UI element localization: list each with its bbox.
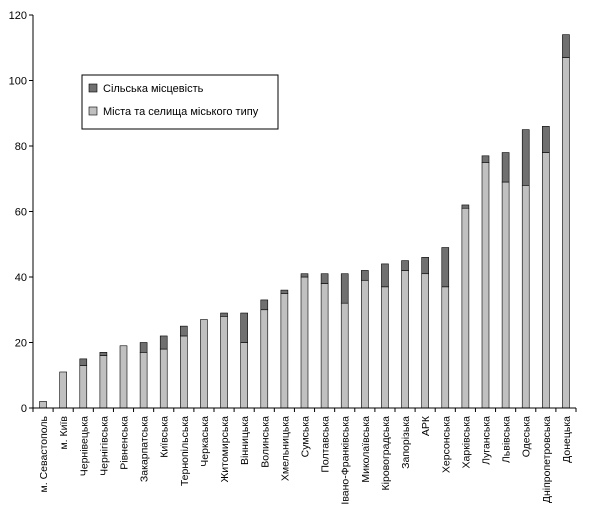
category-label: Дніпропетровська [541, 416, 553, 503]
bar-segment-rural [159, 335, 168, 350]
category-label: Київська [159, 416, 171, 458]
bar-segment-urban [240, 342, 248, 409]
bar-segment-urban [159, 348, 168, 409]
category-label: Житомирська [219, 416, 231, 483]
bar-segment-rural [240, 312, 248, 343]
bar-segment-urban [421, 273, 429, 409]
bar-segment-rural [542, 126, 550, 153]
category-label: Запорізька [400, 416, 412, 469]
category-label: Вінницька [239, 416, 251, 465]
y-tick-label: 40 [15, 272, 27, 284]
category-label: Миколаївська [360, 416, 372, 483]
legend-label: Сільська місцевість [103, 83, 204, 95]
bar-segment-rural [461, 204, 470, 209]
legend-swatch [88, 106, 98, 116]
legend: Сільська місцевість Міста та селища міськ… [81, 74, 279, 130]
bar-segment-urban [99, 355, 108, 409]
bar-segment-urban [200, 319, 208, 409]
bar-segment-urban [300, 276, 309, 409]
bar-segment-urban [441, 286, 450, 409]
bar-segment-urban [280, 293, 289, 409]
bar-segment-urban [521, 185, 530, 409]
bar-segment-urban [361, 279, 369, 409]
bar-segment-rural [180, 325, 188, 337]
bar-segment-urban [320, 283, 329, 409]
y-axis: 0 20 40 60 80 100 120 [9, 10, 34, 415]
bar-segment-urban [481, 162, 490, 409]
bar-segment-rural [361, 270, 369, 281]
bar-segment-rural [300, 273, 309, 278]
bar-segment-rural [562, 34, 570, 58]
y-tick-label: 0 [21, 403, 27, 415]
y-tick-label: 60 [15, 207, 27, 219]
bar-segment-rural [99, 352, 108, 356]
category-label: Одеська [521, 416, 533, 457]
category-label: Львівська [501, 416, 513, 463]
bars [39, 34, 570, 409]
category-label: Полтавська [320, 416, 332, 473]
bar-segment-rural [481, 155, 490, 163]
category-label: Черкаська [199, 416, 211, 467]
bar-segment-urban [260, 309, 269, 409]
category-label: Херсонська [440, 416, 452, 473]
category-label: Тернопільська [179, 416, 191, 486]
bar-segment-urban [119, 345, 128, 409]
category-label: Рівненська [119, 416, 131, 470]
bar-segment-rural [79, 358, 88, 366]
bar-segment-rural [340, 273, 349, 304]
bar-segment-urban [542, 152, 550, 409]
bar-segment-urban [139, 352, 148, 409]
category-label: м. Київ [58, 416, 70, 450]
category-label: Луганська [481, 416, 493, 465]
y-tick-label: 100 [9, 76, 27, 88]
bar-segment-rural [220, 312, 228, 317]
bar-segment-urban [381, 286, 389, 409]
bar-segment-rural [441, 247, 450, 288]
bar-segment-rural [260, 299, 269, 311]
category-label: Харківська [460, 416, 472, 469]
bar-segment-rural [421, 257, 429, 275]
category-label: Закарпатська [139, 416, 151, 482]
category-label: м. Севастополь [38, 415, 50, 492]
bar-segment-urban [180, 335, 188, 409]
legend-label: Міста та селища міського типу [103, 106, 259, 118]
y-tick-label: 20 [15, 338, 27, 350]
bar-segment-urban [220, 315, 228, 409]
legend-swatch [88, 83, 98, 93]
y-tick-label: 120 [9, 10, 27, 22]
bar-segment-rural [401, 260, 409, 271]
x-axis: м. Севастополь м. Київ Чернівецька Чернігів… [32, 407, 577, 505]
bar-segment-rural [280, 289, 289, 294]
y-tick-label: 80 [15, 141, 27, 153]
category-label: Івано-Франківська [340, 416, 352, 505]
bar-segment-rural [381, 263, 389, 288]
bar-segment-rural [139, 342, 148, 353]
bar-segment-rural [501, 152, 510, 183]
category-label: Хмельницька [279, 416, 291, 481]
bar-segment-urban [59, 371, 67, 409]
bar-segment-urban [340, 302, 349, 409]
bar-segment-urban [562, 57, 570, 409]
category-label: Кіровоградська [380, 416, 392, 491]
legend-box [81, 74, 279, 130]
bar-segment-rural [521, 129, 530, 186]
category-label: Чернігівська [98, 416, 110, 476]
bar-segment-urban [461, 207, 470, 409]
category-label: Сумська [300, 416, 312, 457]
category-label: Волинська [259, 416, 271, 468]
bar-segment-urban [79, 365, 88, 409]
category-label: Чернівецька [78, 416, 90, 476]
bar-segment-urban [401, 270, 409, 409]
bar-segment-urban [501, 181, 510, 409]
bar-segment-urban [39, 401, 47, 409]
category-label: Донецька [561, 416, 573, 463]
bar-segment-rural [320, 273, 329, 284]
category-label: АРК [420, 415, 432, 436]
